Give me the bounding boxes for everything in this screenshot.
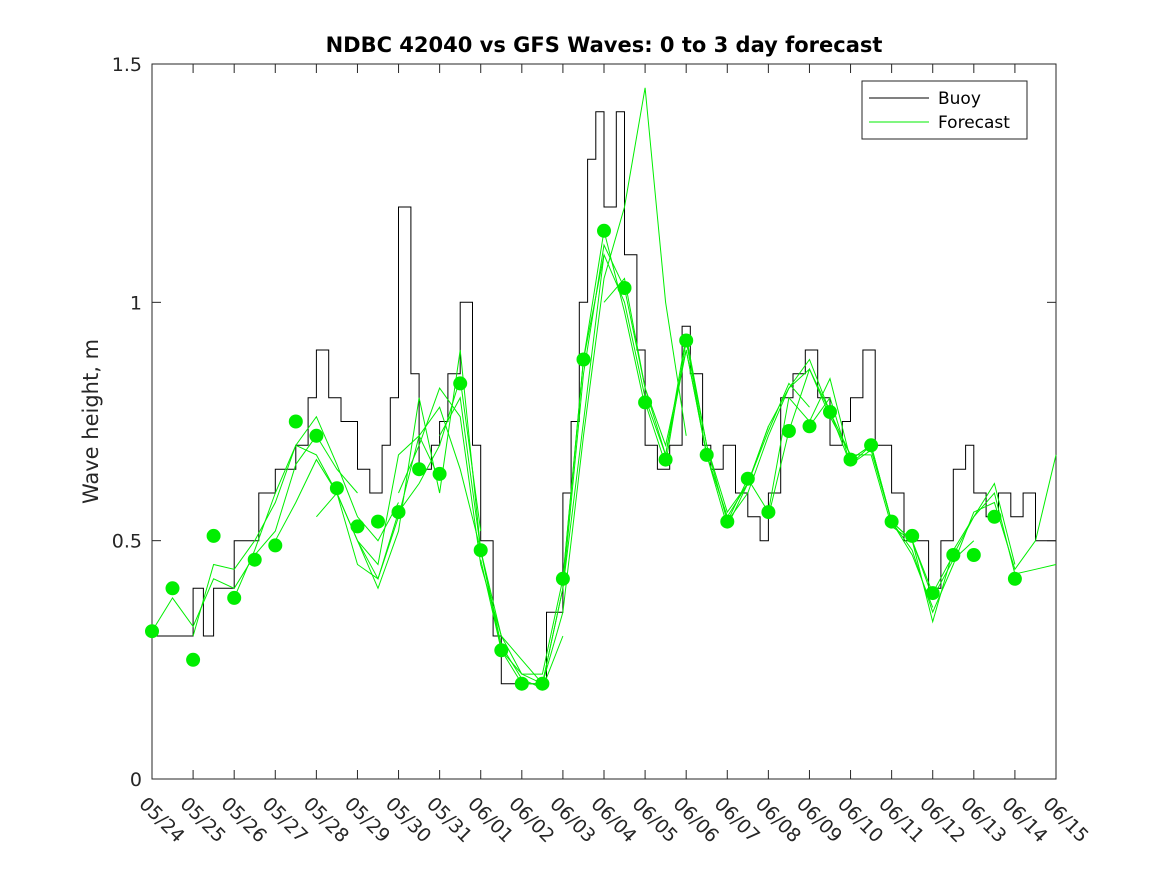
chart-title: NDBC 42040 vs GFS Waves: 0 to 3 day fore…	[326, 33, 883, 57]
forecast-marker-0	[145, 624, 159, 639]
legend-box	[861, 80, 1028, 140]
forecast-marker-2	[186, 652, 201, 667]
forecast-marker-14	[432, 466, 447, 481]
forecast-marker-36	[884, 514, 899, 529]
forecast-marker-26	[679, 333, 694, 348]
forecast-run-line-7	[439, 230, 646, 675]
legend: Buoy Forecast	[861, 80, 1028, 140]
forecast-marker-9	[329, 481, 344, 496]
forecast-marker-8	[309, 428, 324, 443]
forecast-marker-30	[761, 505, 776, 520]
forecast-marker-41	[987, 509, 1002, 524]
y-axis-label: Wave height, m	[79, 339, 103, 504]
legend-buoy-label: Buoy	[938, 89, 981, 109]
forecast-marker-42	[1007, 571, 1022, 586]
forecast-marker-4	[227, 590, 242, 605]
legend-forecast-label: Forecast	[938, 113, 1010, 133]
forecast-run-line-12	[644, 340, 851, 523]
forecast-run-line-15	[767, 367, 975, 600]
plot-area: 05/2405/2505/2605/2705/2805/2905/3005/31…	[112, 54, 1093, 847]
forecast-marker-22	[597, 223, 611, 238]
y-tick-label-2: 1	[130, 292, 142, 314]
forecast-marker-13	[412, 462, 427, 477]
forecast-marker-12	[391, 505, 406, 520]
forecast-marker-18	[514, 676, 529, 691]
forecast-run-line-5	[357, 406, 564, 690]
forecast-marker-17	[494, 643, 509, 658]
forecast-marker-37	[905, 528, 920, 543]
forecast-marker-15	[453, 376, 468, 391]
forecast-run-line-18	[891, 491, 1057, 595]
forecast-marker-19	[535, 676, 550, 691]
forecast-marker-33	[823, 405, 837, 419]
forecast-marker-23	[617, 281, 632, 295]
forecast-marker-38	[925, 586, 940, 601]
forecast-marker-34	[843, 452, 858, 467]
forecast-marker-25	[658, 452, 673, 467]
forecast-run-line-6	[398, 254, 605, 685]
forecast-marker-7	[288, 414, 303, 429]
forecast-run-line-17	[850, 444, 1057, 614]
forecast-marker-40	[966, 548, 981, 562]
y-tick-label-0: 0	[130, 769, 142, 791]
forecast-marker-20	[555, 571, 570, 586]
forecast-marker-1	[165, 581, 180, 596]
forecast-marker-3	[206, 528, 221, 543]
y-tick-label-3: 1.5	[112, 54, 142, 76]
y-tick-label-1: 0.5	[112, 531, 142, 553]
forecast-marker-group	[145, 223, 1022, 691]
forecast-marker-24	[638, 395, 653, 410]
forecast-marker-10	[350, 519, 365, 534]
forecast-series-group	[151, 87, 1057, 690]
forecast-marker-39	[946, 548, 961, 562]
forecast-marker-35	[864, 438, 879, 453]
forecast-run-line-4	[316, 349, 523, 675]
forecast-run-line-14	[726, 377, 934, 608]
forecast-marker-32	[802, 419, 817, 434]
forecast-marker-16	[473, 543, 488, 558]
buoy-series-group	[152, 111, 1056, 685]
forecast-marker-28	[720, 514, 735, 529]
forecast-marker-11	[371, 514, 385, 529]
forecast-marker-29	[740, 471, 755, 486]
forecast-marker-6	[268, 538, 283, 553]
forecast-marker-5	[247, 552, 262, 567]
forecast-marker-27	[699, 447, 714, 462]
forecast-run-line-8	[480, 87, 687, 685]
buoy-series-line	[152, 111, 1056, 685]
forecast-marker-21	[576, 352, 591, 367]
forecast-marker-31	[781, 424, 796, 438]
